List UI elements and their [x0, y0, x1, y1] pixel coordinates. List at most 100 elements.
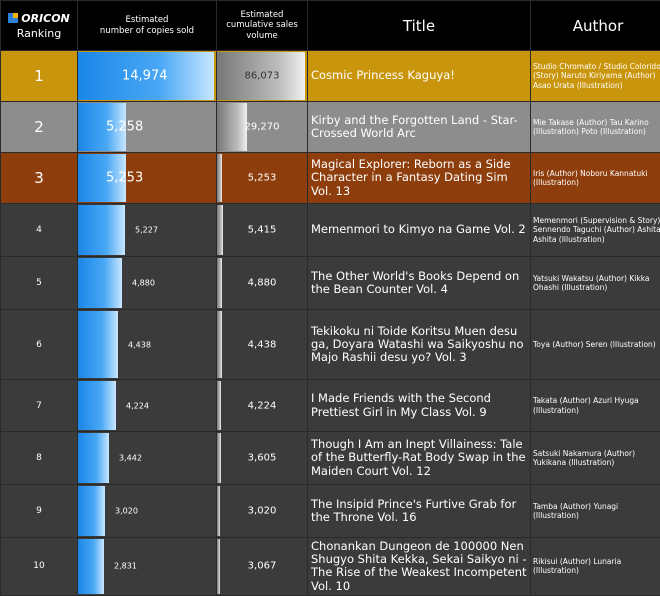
rank-cell: 3	[1, 153, 78, 204]
sold-cell: 4,438	[78, 310, 217, 380]
sold-bar	[78, 258, 122, 308]
cumulative-cell: 3,020	[217, 485, 308, 538]
author-cell: Satsuki Nakamura (Author) Yukikana (Illu…	[531, 432, 660, 485]
sold-value: 3,442	[119, 454, 142, 463]
sold-value: 3,020	[115, 507, 138, 516]
title-cell: Memenmori to Kimyo na Game Vol. 2	[308, 204, 531, 257]
sold-bar	[78, 311, 118, 378]
oricon-logo-text: ORICON	[21, 13, 70, 24]
cumulative-value: 3,067	[217, 561, 307, 572]
cumulative-cell: 5,415	[217, 204, 308, 257]
sold-cell: 5,253	[78, 153, 217, 204]
rank-cell: 1	[1, 51, 78, 102]
cumulative-value: 4,224	[217, 400, 307, 411]
sold-header: Estimated number of copies sold	[78, 1, 217, 51]
sold-value: 2,831	[114, 562, 137, 571]
sold-value: 14,974	[122, 69, 168, 84]
rank-cell: 4	[1, 204, 78, 257]
title-cell: Cosmic Princess Kaguya!	[308, 51, 531, 102]
author-cell: Toya (Author) Seren (Illustration)	[531, 310, 660, 380]
cumulative-header-line2: cumulative sales	[217, 20, 307, 30]
ranking-label: Ranking	[17, 28, 62, 39]
sold-bar	[78, 381, 116, 430]
cumulative-header-line3: volume	[217, 31, 307, 41]
sold-value: 5,258	[106, 120, 143, 135]
sold-value: 4,438	[128, 340, 151, 349]
rank-cell: 6	[1, 310, 78, 380]
sold-cell: 2,831	[78, 538, 217, 596]
title-cell: The Other World's Books Depend on the Be…	[308, 257, 531, 310]
sold-value: 4,880	[132, 279, 155, 288]
author-cell: Memenmori (Supervision & Story) Sennendo…	[531, 204, 660, 257]
sold-value: 4,224	[126, 401, 149, 410]
title-cell: Magical Explorer: Reborn as a Side Chara…	[308, 153, 531, 204]
title-cell: Chonankan Dungeon de 100000 Nen Shugyo S…	[308, 538, 531, 596]
sold-bar	[78, 205, 125, 255]
sold-value: 5,227	[135, 226, 158, 235]
cumulative-header: Estimated cumulative sales volume	[217, 1, 308, 51]
title-header: Title	[308, 1, 531, 51]
title-cell: Though I Am an Inept Villainess: Tale of…	[308, 432, 531, 485]
ranking-header: ORICON Ranking	[1, 1, 78, 51]
cumulative-value: 4,438	[217, 339, 307, 350]
author-cell: Mie Takase (Author) Tau Karino (Illustra…	[531, 102, 660, 153]
sold-cell: 3,442	[78, 432, 217, 485]
author-cell: Yatsuki Wakatsu (Author) Kikka Ohashi (I…	[531, 257, 660, 310]
sold-cell: 4,224	[78, 380, 217, 432]
title-cell: The Insipid Prince's Furtive Grab for th…	[308, 485, 531, 538]
sold-cell: 4,880	[78, 257, 217, 310]
cumulative-cell: 3,067	[217, 538, 308, 596]
sold-header-line2: number of copies sold	[78, 26, 216, 36]
rank-cell: 10	[1, 538, 78, 596]
rank-cell: 8	[1, 432, 78, 485]
author-cell: Rikisui (Author) Lunaria (Illustration)	[531, 538, 660, 596]
cumulative-cell: 4,880	[217, 257, 308, 310]
sold-cell: 5,258	[78, 102, 217, 153]
author-header: Author	[531, 1, 660, 51]
sold-cell: 3,020	[78, 485, 217, 538]
cumulative-cell: 29,270	[217, 102, 308, 153]
sold-bar	[78, 486, 105, 536]
rank-cell: 2	[1, 102, 78, 153]
cumulative-value: 5,253	[217, 173, 307, 184]
author-cell: Iris (Author) Noboru Kannatuki (Illustra…	[531, 153, 660, 204]
oricon-logo-icon	[8, 13, 18, 23]
author-cell: Studio Chromato / Studio Colorido (Story…	[531, 51, 660, 102]
sold-bar	[78, 539, 104, 594]
cumulative-cell: 5,253	[217, 153, 308, 204]
sold-header-line1: Estimated	[78, 15, 216, 25]
sold-cell: 14,974	[78, 51, 217, 102]
sold-bar	[78, 433, 109, 483]
cumulative-value: 5,415	[217, 225, 307, 236]
rank-cell: 9	[1, 485, 78, 538]
cumulative-cell: 4,224	[217, 380, 308, 432]
author-cell: Tamba (Author) Yunagi (Illustration)	[531, 485, 660, 538]
cumulative-cell: 4,438	[217, 310, 308, 380]
cumulative-value: 3,605	[217, 453, 307, 464]
cumulative-value: 29,270	[217, 122, 307, 133]
cumulative-cell: 3,605	[217, 432, 308, 485]
cumulative-value: 86,073	[217, 71, 307, 82]
sold-value: 5,253	[106, 171, 143, 186]
title-cell: I Made Friends with the Second Prettiest…	[308, 380, 531, 432]
header-row: ORICON Ranking Estimated number of copie…	[1, 1, 660, 51]
cumulative-cell: 86,073	[217, 51, 308, 102]
cumulative-header-line1: Estimated	[217, 10, 307, 20]
rank-cell: 7	[1, 380, 78, 432]
title-cell: Kirby and the Forgotten Land - Star-Cros…	[308, 102, 531, 153]
cumulative-value: 3,020	[217, 506, 307, 517]
author-cell: Takata (Author) Azuri Hyuga (Illustratio…	[531, 380, 660, 432]
cumulative-value: 4,880	[217, 278, 307, 289]
